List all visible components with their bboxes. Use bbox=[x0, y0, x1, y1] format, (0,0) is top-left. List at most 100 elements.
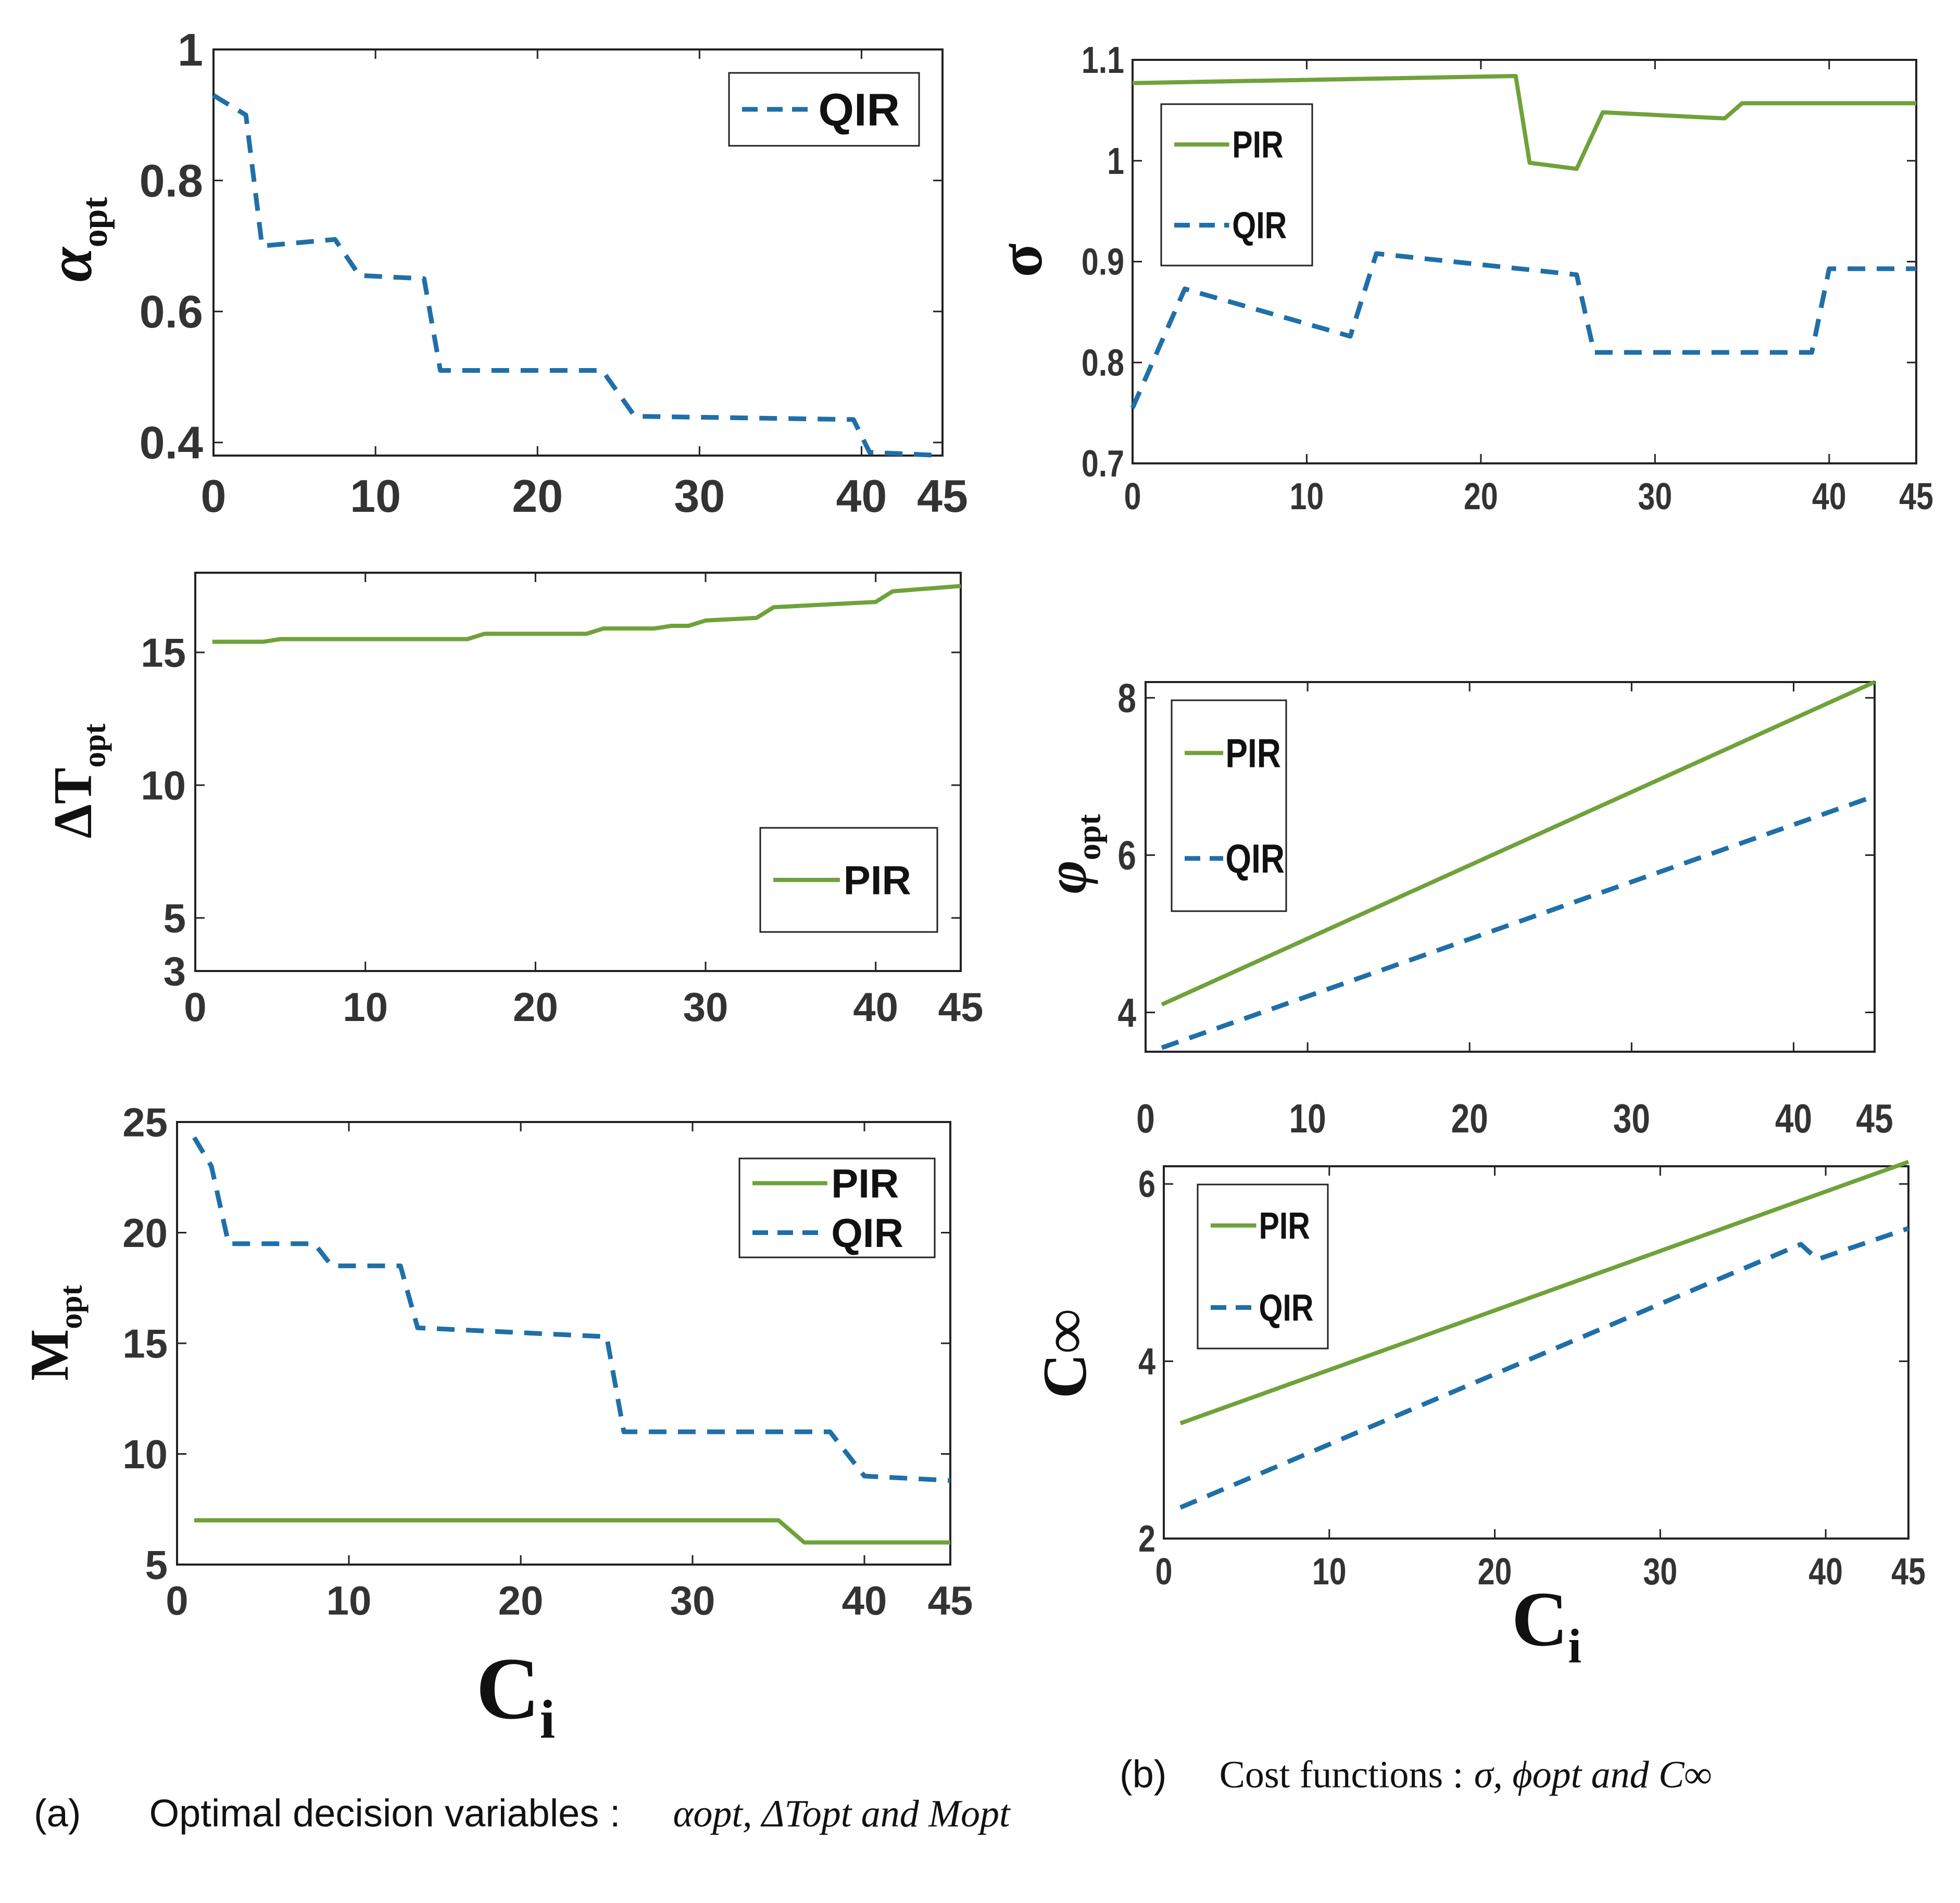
y-tick-label: 20 bbox=[122, 1210, 168, 1256]
x-axis-label-sub: i bbox=[1568, 1620, 1581, 1673]
x-tick-label: 45 bbox=[917, 470, 968, 522]
legend-label-qir: QIR bbox=[1232, 204, 1287, 246]
y-tick-label: 4 bbox=[1117, 990, 1136, 1036]
x-axis-label: Ci bbox=[1512, 1576, 1581, 1673]
y-axis-label: ΔTopt bbox=[42, 723, 112, 838]
x-tick-label: 45 bbox=[1856, 1096, 1893, 1141]
x-tick-label: 10 bbox=[1290, 475, 1324, 517]
x-tick-label: 0 bbox=[1136, 1096, 1155, 1141]
y-axis-label: Mopt bbox=[19, 1284, 89, 1380]
y-tick-label: 3 bbox=[164, 948, 186, 994]
caption-a-text: Optimal decision variables : bbox=[149, 1792, 621, 1835]
y-tick-label: 2 bbox=[1138, 1518, 1155, 1560]
series-line-qir bbox=[1161, 793, 1876, 1050]
series-line-qir bbox=[1179, 1226, 1909, 1510]
caption-b-text: Cost functions : bbox=[1219, 1754, 1464, 1796]
x-tick-label: 30 bbox=[683, 984, 728, 1030]
y-tick-label: 15 bbox=[141, 629, 186, 675]
x-tick-label: 45 bbox=[1899, 475, 1933, 517]
x-tick-label: 40 bbox=[853, 984, 898, 1030]
x-tick-label: 10 bbox=[350, 470, 401, 522]
x-tick-label: 45 bbox=[938, 984, 984, 1030]
y-tick-label: 25 bbox=[122, 1099, 168, 1145]
x-tick-label: 20 bbox=[513, 984, 558, 1030]
x-tick-label: 20 bbox=[1464, 475, 1498, 517]
x-axis-label: Ci bbox=[476, 1640, 555, 1749]
y-axis-label: φopt bbox=[1035, 814, 1108, 894]
y-tick-label: 0.7 bbox=[1082, 443, 1124, 485]
legend-label-qir: QIR bbox=[1259, 1287, 1314, 1329]
x-tick-label: 30 bbox=[674, 470, 725, 522]
y-axis-label-main: φ bbox=[1035, 860, 1098, 893]
y-tick-label: 0.8 bbox=[1082, 342, 1124, 384]
y-axis-label: αopt bbox=[35, 197, 115, 282]
y-tick-label: 15 bbox=[122, 1320, 168, 1366]
x-tick-label: 30 bbox=[1638, 475, 1672, 517]
y-axis-label-sub: opt bbox=[1071, 814, 1108, 861]
y-axis-label-main: σ bbox=[986, 243, 1055, 277]
y-tick-label: 10 bbox=[141, 762, 186, 808]
chart-sigma: 0 10 20 30 40 45 0.7 0.8 0.9 1 1.1 σ PIR QIR bbox=[986, 39, 1933, 518]
legend-label-pir: PIR bbox=[831, 1161, 899, 1206]
x-tick-label: 0 bbox=[184, 984, 206, 1030]
legend-box bbox=[738, 1157, 936, 1258]
x-tick-label: 30 bbox=[670, 1578, 715, 1623]
caption-a: (a) Optimal decision variables : αopt, Δ… bbox=[34, 1791, 1010, 1836]
y-tick-label: 1.1 bbox=[1082, 39, 1124, 81]
x-tick-label: 45 bbox=[928, 1578, 973, 1623]
series-line-qir bbox=[212, 93, 943, 458]
x-tick-label: 40 bbox=[836, 470, 887, 522]
chart-phi-opt: 0 10 20 30 40 45 4 6 8 φopt PIR QIR bbox=[1035, 676, 1893, 1142]
x-tick-label: 20 bbox=[512, 470, 563, 522]
x-tick-label: 45 bbox=[1891, 1550, 1926, 1592]
y-tick-label: 0.8 bbox=[140, 155, 203, 206]
y-tick-label: 4 bbox=[1138, 1340, 1155, 1382]
x-tick-label: 40 bbox=[1808, 1550, 1843, 1592]
series-line-pir bbox=[212, 584, 961, 644]
series-line-pir bbox=[194, 1518, 950, 1545]
y-axis-label-main: C∞ bbox=[1030, 1309, 1099, 1398]
x-tick-label: 10 bbox=[326, 1578, 372, 1623]
x-tick-label: 30 bbox=[1613, 1096, 1650, 1141]
x-tick-label: 10 bbox=[343, 984, 388, 1030]
series-line-qir bbox=[192, 1136, 951, 1483]
x-tick-label: 20 bbox=[1451, 1096, 1488, 1141]
x-tick-label: 10 bbox=[1289, 1096, 1326, 1141]
caption-b: (b) Cost functions : σ, ϕopt and C∞ bbox=[1120, 1752, 1712, 1797]
x-axis-label-main: C bbox=[1512, 1576, 1568, 1662]
x-tick-label: 40 bbox=[842, 1578, 887, 1623]
caption-b-vars: σ, ϕopt and C∞ bbox=[1474, 1754, 1712, 1796]
legend-label-pir: PIR bbox=[1232, 123, 1283, 166]
chart-alpha-opt: 0 10 20 30 40 45 0.4 0.6 0.8 1 αopt QIR bbox=[35, 24, 968, 522]
y-tick-label: 0.4 bbox=[140, 417, 203, 469]
series-line-pir bbox=[1179, 1160, 1909, 1426]
y-axis-label: σ bbox=[986, 243, 1055, 277]
x-tick-label: 40 bbox=[1812, 475, 1846, 517]
plot-frame bbox=[1145, 681, 1876, 1053]
series-line-pir bbox=[1161, 680, 1876, 1007]
legend-label-pir: PIR bbox=[844, 857, 911, 903]
chart-c-infinity: 0 10 20 30 40 45 2 4 6 C∞ Ci PIR QIR bbox=[1030, 1160, 1926, 1673]
legend-box bbox=[1160, 103, 1313, 267]
x-tick-label: 0 bbox=[166, 1578, 188, 1623]
chart-delta-t-opt: 0 10 20 30 40 45 3 5 10 15 ΔTopt PIR bbox=[42, 572, 984, 1030]
caption-b-label: (b) bbox=[1120, 1753, 1167, 1796]
x-axis-label-sub: i bbox=[540, 1688, 555, 1749]
legend-label-qir: QIR bbox=[1225, 836, 1285, 881]
caption-a-vars: αopt, ΔTopt and Mopt bbox=[673, 1793, 1010, 1835]
y-axis-label-main: α bbox=[35, 247, 105, 282]
y-tick-label: 5 bbox=[164, 895, 186, 941]
x-tick-label: 20 bbox=[498, 1578, 544, 1623]
plot-frame bbox=[194, 572, 962, 972]
y-axis-label-main: M bbox=[19, 1329, 80, 1381]
x-tick-label: 0 bbox=[1124, 475, 1141, 517]
x-tick-label: 0 bbox=[1155, 1550, 1173, 1592]
plot-frame bbox=[212, 48, 944, 457]
legend-box bbox=[1171, 699, 1287, 912]
y-axis-label-sub: opt bbox=[75, 197, 115, 247]
x-axis-label-main: C bbox=[476, 1640, 540, 1737]
y-tick-label: 0.9 bbox=[1082, 241, 1124, 283]
y-tick-label: 1 bbox=[178, 24, 203, 75]
